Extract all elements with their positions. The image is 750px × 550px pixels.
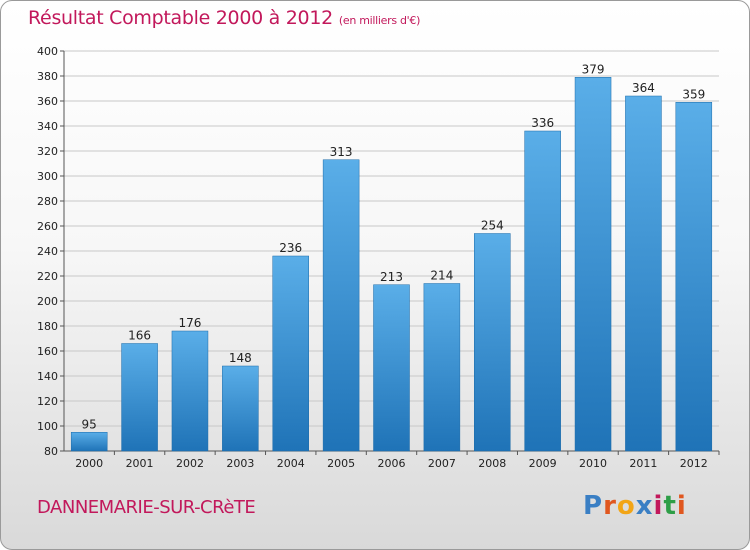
y-tick-label: 100 — [37, 420, 58, 433]
bar-2006 — [373, 284, 410, 452]
value-label-2011: 364 — [632, 81, 655, 95]
y-tick-label: 120 — [37, 395, 58, 408]
y-tick-label: 160 — [37, 345, 58, 358]
y-tick-label: 400 — [37, 45, 58, 58]
x-tick-label-2006: 2006 — [378, 457, 406, 470]
proxiti-logo[interactable]: Proxiti — [583, 491, 687, 521]
bar-2000 — [70, 432, 108, 452]
value-label-2005: 313 — [330, 145, 353, 159]
value-label-2008: 254 — [481, 219, 504, 233]
x-tick-label-2009: 2009 — [529, 457, 557, 470]
logo-letter: P — [583, 491, 604, 521]
bar-2011 — [625, 95, 662, 452]
value-label-2006: 213 — [380, 270, 403, 284]
bar-2008 — [474, 233, 511, 452]
y-tick-label: 380 — [37, 70, 58, 83]
bar-2010 — [574, 77, 612, 452]
logo-letter: t — [663, 491, 677, 521]
x-tick-label-2002: 2002 — [176, 457, 204, 470]
bar-2003 — [222, 365, 259, 452]
logo-letter: x — [635, 491, 654, 521]
value-label-2007: 214 — [430, 269, 453, 283]
y-tick-label: 300 — [37, 170, 58, 183]
logo-letter: r — [603, 491, 617, 521]
value-label-2012: 359 — [682, 87, 705, 101]
y-tick-label: 80 — [44, 445, 58, 458]
value-label-2009: 336 — [531, 116, 554, 130]
x-tick-label-2004: 2004 — [277, 457, 305, 470]
bar-2007 — [423, 283, 461, 452]
logo-letter: i — [653, 491, 664, 521]
value-label-2010: 379 — [582, 62, 605, 76]
town-name: DANNEMARIE-SUR-CRèTE — [37, 497, 256, 518]
y-tick-label: 220 — [37, 270, 58, 283]
x-tick-label-2010: 2010 — [579, 457, 607, 470]
x-tick-label-2008: 2008 — [478, 457, 506, 470]
chart-title-text: Résultat Comptable 2000 à 2012 — [28, 7, 333, 29]
y-tick-label: 260 — [37, 220, 58, 233]
bar-2005 — [322, 159, 360, 452]
x-tick-label-2007: 2007 — [428, 457, 456, 470]
bars — [70, 77, 713, 452]
x-tick-label-2001: 2001 — [126, 457, 154, 470]
y-tick-label: 360 — [37, 95, 58, 108]
y-tick-label: 340 — [37, 120, 58, 133]
y-tick-label: 240 — [37, 245, 58, 258]
x-tick-label-2011: 2011 — [629, 457, 657, 470]
value-label-2003: 148 — [229, 351, 252, 365]
chart-title: Résultat Comptable 2000 à 2012 (en millie… — [28, 7, 420, 29]
value-label-2001: 166 — [128, 329, 151, 343]
y-tick-label: 320 — [37, 145, 58, 158]
bar-2001 — [121, 343, 158, 452]
x-tick-label-2012: 2012 — [680, 457, 708, 470]
axes: 80 100 120 140 160 180 200 220 240 260 280 300 320 34… — [37, 45, 720, 458]
bar-2004 — [272, 255, 309, 452]
value-label-2000: 95 — [82, 417, 97, 431]
y-tick-label: 180 — [37, 320, 58, 333]
chart-subtitle: (en milliers d'€) — [338, 14, 421, 27]
value-label-2002: 176 — [179, 316, 202, 330]
bar-2009 — [524, 130, 561, 452]
x-tick-label-2003: 2003 — [226, 457, 254, 470]
x-tick-label-2005: 2005 — [327, 457, 355, 470]
bar-2002 — [171, 330, 209, 452]
x-tick-label-2000: 2000 — [75, 457, 103, 470]
value-label-2004: 236 — [279, 241, 302, 255]
y-tick-label: 140 — [37, 370, 58, 383]
y-tick-label: 200 — [37, 295, 58, 308]
bar-2012 — [675, 102, 713, 452]
y-tick-label: 280 — [37, 195, 58, 208]
logo-letter: i — [676, 491, 687, 521]
labels: 95 2000 166 2001 176 2002 148 2003 236 2004 313 200… — [75, 62, 708, 470]
logo-letter: o — [616, 491, 636, 521]
